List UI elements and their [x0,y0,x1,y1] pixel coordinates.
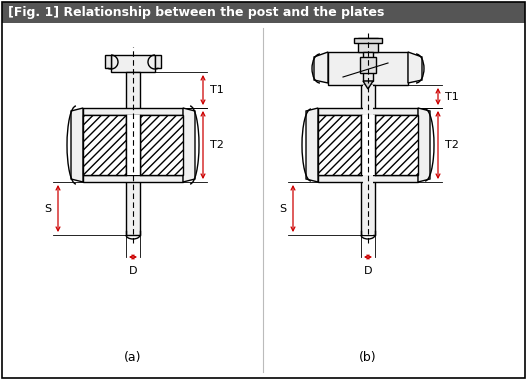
Text: T1: T1 [445,92,458,101]
Polygon shape [183,108,195,182]
Text: D: D [129,266,137,276]
Text: D: D [364,266,372,276]
Text: S: S [279,204,286,214]
Bar [83,115,126,175]
Polygon shape [363,81,373,89]
Bar [328,52,408,85]
Text: (a): (a) [124,352,142,364]
Bar [363,85,373,235]
Polygon shape [71,108,83,182]
Bar [83,175,183,182]
Bar [318,115,361,175]
Bar [318,108,418,115]
Bar [140,115,183,175]
Bar [354,38,382,43]
Polygon shape [111,55,155,72]
Bar [361,85,375,235]
Text: [Fig. 1] Relationship between the post and the plates: [Fig. 1] Relationship between the post a… [8,6,384,19]
Bar [363,52,373,81]
Polygon shape [105,55,111,68]
Polygon shape [418,108,430,182]
Bar [83,108,183,115]
Polygon shape [314,52,328,83]
Polygon shape [408,52,422,83]
Bar [126,115,140,175]
Text: (b): (b) [359,352,377,364]
Text: S: S [44,204,51,214]
Bar [318,175,418,182]
Bar [360,57,376,73]
Bar [126,72,140,235]
Bar [358,38,378,52]
Bar [361,115,375,175]
Text: T2: T2 [210,140,224,150]
Polygon shape [306,108,318,182]
Bar [2,2,525,23]
Polygon shape [155,55,161,68]
Text: T2: T2 [445,140,459,150]
Bar [375,115,418,175]
Text: T1: T1 [210,85,224,95]
